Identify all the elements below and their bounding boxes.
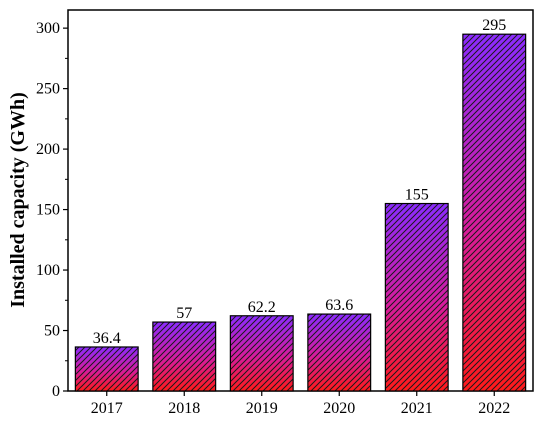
y-tick-label-150: 150 [36, 202, 60, 219]
x-tick-label-2021: 2021 [401, 400, 433, 417]
value-labels: 36.4 57 62.2 63.6 155 295 [93, 17, 507, 347]
x-tick-label-2020: 2020 [323, 400, 355, 417]
bar-hatch [384, 202, 449, 392]
bar-hatch [229, 315, 294, 392]
y-tick-label-0: 0 [52, 383, 60, 400]
y-tick-label-100: 100 [36, 262, 60, 279]
bar-2017 [74, 346, 139, 392]
bar-hatch [152, 321, 217, 392]
x-tick-label-2017: 2017 [91, 400, 123, 417]
y-tick-label-50: 50 [44, 323, 60, 340]
bar-hatch [462, 33, 527, 392]
y-axis-title: Installed capacity (GWh) [7, 92, 29, 308]
value-label-2022: 295 [482, 17, 506, 34]
value-label-2017: 36.4 [93, 330, 121, 347]
y-tick-label-250: 250 [36, 81, 60, 98]
bar-2019 [229, 315, 294, 392]
bar-2022 [462, 33, 527, 392]
bar-2018 [152, 321, 217, 392]
x-tick-label-2018: 2018 [168, 400, 200, 417]
x-axis: 2017 2018 2019 2020 2021 2022 [91, 391, 510, 417]
y-tick-label-300: 300 [36, 20, 60, 37]
value-label-2021: 155 [405, 187, 429, 204]
bar-hatch [307, 313, 372, 392]
y-axis: 0 50 100 150 200 250 300 [36, 20, 68, 400]
bar-hatch [74, 346, 139, 392]
plot-frame [67, 9, 534, 392]
value-label-2018: 57 [176, 305, 192, 322]
x-tick-label-2022: 2022 [478, 400, 510, 417]
plot-area-border [67, 9, 534, 392]
value-label-2019: 62.2 [248, 299, 276, 316]
bar-2020 [307, 313, 372, 392]
bars [74, 33, 527, 392]
bar-2021 [384, 202, 449, 392]
x-tick-label-2019: 2019 [246, 400, 278, 417]
y-tick-label-200: 200 [36, 141, 60, 158]
value-label-2020: 63.6 [325, 297, 353, 314]
